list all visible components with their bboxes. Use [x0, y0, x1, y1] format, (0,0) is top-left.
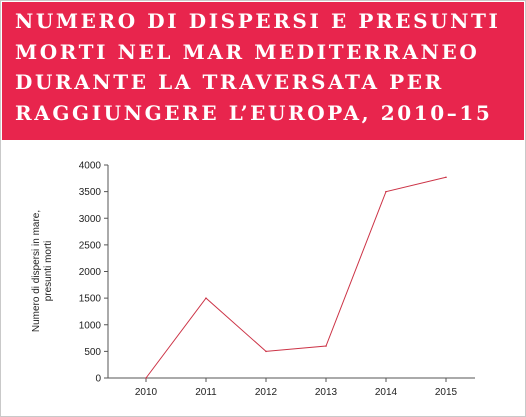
data-point: [325, 345, 327, 347]
x-tick-label: 2010: [135, 387, 158, 398]
y-tick-label: 3000: [79, 214, 102, 225]
data-point: [145, 377, 147, 379]
y-axis-label-line-1: Numero di dispersi in mare,: [31, 210, 42, 332]
y-tick-label: 1000: [79, 320, 102, 331]
x-tick-label: 2012: [255, 387, 278, 398]
chart-axes: 0 500 1000 1500 2000 2500 3000 3500 4000 2010 2011…: [79, 161, 475, 398]
series-layer: [145, 176, 447, 379]
y-tick-label: 1500: [79, 294, 102, 305]
y-tick-label: 2000: [79, 267, 102, 278]
chart-header: NUMERO DI DISPERSI E PRESUNTI MORTI NEL …: [2, 2, 524, 140]
x-tick-label: 2015: [435, 387, 458, 398]
x-tick-label: 2014: [375, 387, 398, 398]
x-tick-label: 2013: [315, 387, 338, 398]
data-point: [205, 297, 207, 299]
x-tick-label: 2011: [195, 387, 217, 398]
chart-title: NUMERO DI DISPERSI E PRESUNTI MORTI NEL …: [15, 9, 501, 125]
y-tick-label: 4000: [79, 161, 102, 172]
y-axis-label: Numero di dispersi in mare, presunti mor…: [31, 210, 54, 332]
series-line-0: [145, 176, 447, 379]
y-tick-label: 3500: [79, 187, 102, 198]
y-tick-label: 500: [84, 347, 101, 358]
data-point: [265, 350, 267, 353]
y-tick-label: 0: [95, 374, 101, 385]
line-chart: Numero di dispersi in mare, presunti mor…: [31, 161, 475, 398]
data-point: [445, 176, 447, 179]
data-point: [385, 190, 387, 193]
y-tick-label: 2500: [79, 240, 102, 251]
y-axis-label-line-2: presunti morti: [43, 241, 54, 302]
